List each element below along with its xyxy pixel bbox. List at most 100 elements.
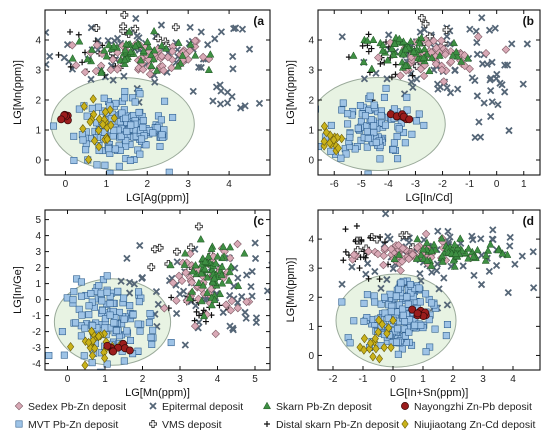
mvt-point: [169, 113, 177, 121]
y-tick-label: 3: [308, 66, 314, 77]
skarn-point: [399, 50, 408, 58]
sedex-point: [233, 239, 242, 249]
skarn-point: [87, 45, 97, 53]
sedex-point: [394, 240, 403, 250]
sedex-point: [364, 247, 373, 256]
vms-point: [147, 263, 156, 272]
skarn-point: [83, 54, 92, 63]
sedex-point: [439, 77, 449, 86]
panel-label: (a: [253, 14, 264, 28]
skarn-point: [413, 234, 422, 243]
skarn-point: [217, 270, 226, 279]
epithermal-point: [209, 97, 217, 105]
epithermal-point: [492, 261, 501, 270]
vms-point: [187, 243, 195, 252]
epithermal-point: [477, 235, 485, 243]
epithermal-point: [104, 36, 112, 45]
mvt-point: [364, 170, 372, 175]
mvt-point: [149, 129, 157, 137]
epithermal-point: [494, 101, 502, 109]
x-axis-label: LG[Mn(ppm)]: [125, 387, 190, 399]
panel-label: (b: [523, 14, 534, 28]
mvt-point: [82, 146, 90, 154]
x-tick-label: 4: [215, 374, 221, 385]
vms-point: [150, 245, 159, 254]
skarn-point: [194, 278, 203, 287]
sedex-point: [91, 66, 101, 76]
mvt-point: [399, 311, 407, 319]
x-axis-label: LG[In/Cd]: [405, 192, 452, 204]
distal-point: [202, 318, 209, 325]
epithermal-point: [428, 268, 436, 276]
distal-point: [193, 308, 200, 315]
mvt-point: [338, 106, 346, 114]
epithermal-point: [338, 280, 346, 288]
mvt-point: [97, 289, 105, 297]
skarn-point: [188, 287, 197, 295]
legend-item-distal: Distal skarn Pb-Zn deposit: [264, 419, 399, 431]
skarn-point: [359, 57, 368, 66]
skarn-point: [395, 250, 404, 258]
sedex-point: [113, 65, 122, 74]
mvt-point: [415, 110, 423, 118]
mvt-point: [403, 293, 411, 301]
mvt-point: [167, 339, 175, 347]
skarn-point: [449, 256, 458, 264]
epithermal-point: [407, 78, 415, 86]
epithermal-point: [223, 99, 232, 107]
epithermal-point: [501, 88, 509, 96]
mvt-point: [123, 128, 131, 136]
x-axis-label: LG[In+Sn(ppm)]: [390, 387, 469, 399]
skarn-point: [197, 269, 206, 277]
mvt-point: [372, 138, 380, 146]
epithermal-point: [229, 52, 237, 61]
skarn-point: [191, 51, 200, 59]
distal-point: [67, 63, 74, 70]
epithermal-point: [125, 278, 134, 287]
legend-label: MVT Pb-Zn deposit: [28, 419, 118, 431]
mvt-point: [95, 282, 103, 290]
mvt-point: [401, 318, 409, 326]
epithermal-point: [433, 80, 442, 88]
y-tick-label: 1: [308, 322, 314, 333]
mvt-point: [380, 93, 388, 101]
epithermal-point: [433, 260, 442, 268]
sedex-point: [429, 36, 438, 46]
niujiaotang-point: [387, 342, 395, 353]
mvt-point: [63, 294, 71, 302]
skarn-point: [226, 262, 236, 270]
skarn-point: [427, 261, 436, 269]
vms-point: [442, 26, 451, 34]
epithermal-point: [383, 275, 391, 284]
sedex-point: [198, 52, 208, 62]
skarn-point: [178, 51, 187, 59]
skarn-point: [464, 244, 473, 252]
epithermal-point: [45, 28, 50, 37]
sedex-point: [106, 65, 115, 75]
skarn-point: [199, 311, 209, 320]
mvt-point: [370, 292, 378, 300]
mvt-point: [88, 359, 96, 367]
sedex-legend-marker: [14, 401, 24, 411]
epithermal-point: [123, 254, 131, 263]
epithermal-legend-marker: [149, 402, 157, 410]
mvt-point: [120, 357, 128, 365]
epithermal-point: [241, 308, 249, 316]
sedex-point: [160, 304, 169, 313]
scatter-panel-1: 0 1 2 3 4 0 1 2 3 4 LG[Ag(ppm)] LG[Mn(ppm)] (a: [12, 9, 271, 204]
distal-point: [356, 265, 363, 272]
mvt-point: [165, 168, 173, 175]
mvt-point: [381, 293, 389, 301]
mvt-point: [408, 130, 416, 138]
mvt-point: [422, 290, 430, 298]
mvt-point: [79, 136, 87, 144]
skarn-point: [420, 44, 429, 53]
mvt-point: [407, 289, 415, 297]
skarn-point: [417, 33, 426, 42]
epithermal-point: [469, 236, 477, 244]
sedex-point: [138, 65, 148, 74]
sedex-point: [481, 49, 491, 58]
niujiaotang-point: [95, 114, 103, 124]
mvt-point: [72, 319, 80, 327]
legend-item-mvt: MVT Pb-Zn deposit: [15, 419, 118, 431]
